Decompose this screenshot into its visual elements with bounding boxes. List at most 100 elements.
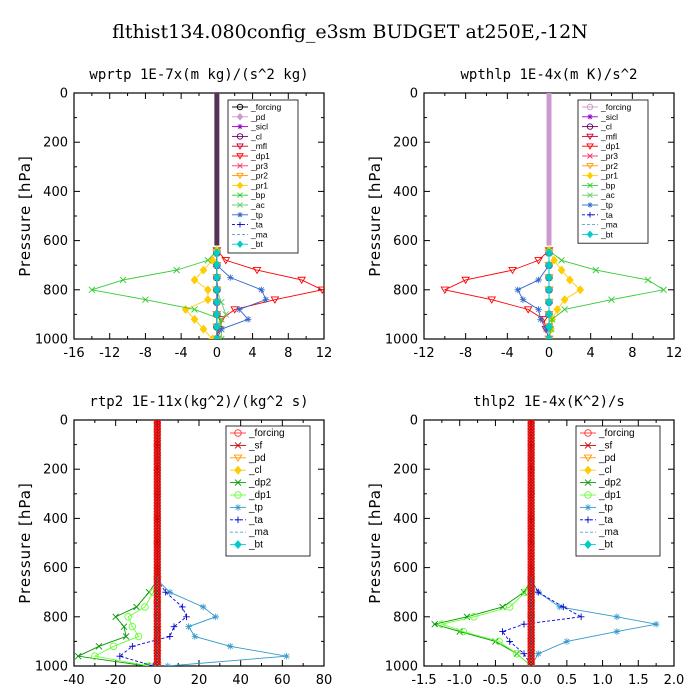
series-line bbox=[501, 579, 583, 666]
data-point bbox=[191, 633, 199, 640]
data-point bbox=[154, 620, 161, 628]
legend-marker bbox=[236, 112, 244, 121]
legend-marker bbox=[586, 103, 594, 111]
legend-entry: _pd bbox=[248, 453, 266, 464]
legend-marker bbox=[236, 240, 244, 249]
legend-entry: _sicl bbox=[600, 112, 618, 122]
legend-entry: _bp bbox=[250, 190, 265, 200]
data-point bbox=[527, 452, 535, 459]
legend-marker bbox=[584, 504, 592, 511]
data-point bbox=[212, 322, 221, 332]
y-tick-label: 600 bbox=[393, 561, 418, 576]
y-tick-label: 800 bbox=[393, 610, 418, 625]
data-point bbox=[191, 306, 198, 313]
x-tick-label: -8 bbox=[139, 346, 152, 361]
x-tick-label: 12 bbox=[666, 346, 683, 361]
data-point bbox=[154, 522, 161, 530]
data-point bbox=[109, 642, 118, 651]
data-point bbox=[527, 638, 535, 645]
data-point bbox=[154, 478, 161, 486]
data-point bbox=[527, 458, 535, 465]
data-point bbox=[537, 316, 544, 323]
data-point bbox=[183, 613, 190, 621]
data-point bbox=[527, 623, 535, 630]
legend-entry: _ma bbox=[250, 229, 268, 239]
legend-marker bbox=[237, 202, 243, 208]
data-point bbox=[154, 543, 161, 551]
legend-entry: _cl bbox=[248, 465, 262, 476]
data-point bbox=[166, 633, 174, 640]
data-point bbox=[154, 434, 161, 442]
data-point bbox=[154, 446, 161, 453]
data-point bbox=[154, 440, 161, 447]
y-tick-label: 800 bbox=[43, 283, 68, 298]
data-point bbox=[527, 534, 535, 542]
data-point bbox=[527, 537, 535, 545]
data-point bbox=[190, 314, 199, 324]
data-point bbox=[162, 588, 169, 596]
legend-entry: _mfl bbox=[250, 141, 267, 151]
y-tick-label: 600 bbox=[43, 561, 68, 576]
legend-marker bbox=[584, 429, 592, 437]
y-tick-label: 1000 bbox=[35, 660, 68, 675]
series-group bbox=[88, 93, 324, 339]
x-tick-label: 1.5 bbox=[628, 673, 649, 688]
data-point bbox=[557, 265, 566, 275]
data-point bbox=[534, 257, 543, 265]
legend-marker bbox=[586, 163, 594, 170]
series-group bbox=[431, 420, 660, 666]
data-point bbox=[527, 564, 535, 571]
legend-entry: _ta bbox=[598, 515, 613, 526]
data-point bbox=[154, 581, 161, 589]
data-point bbox=[154, 511, 161, 518]
series-dp1 bbox=[91, 576, 162, 666]
data-point bbox=[154, 552, 161, 560]
data-point bbox=[495, 637, 503, 646]
zero-profile-stack bbox=[546, 93, 552, 246]
data-point bbox=[154, 608, 161, 616]
legend-marker bbox=[587, 212, 593, 218]
data-point bbox=[185, 623, 192, 630]
x-tick-label: -20 bbox=[105, 673, 126, 688]
data-point bbox=[652, 620, 660, 628]
y-tick-label: 0 bbox=[410, 87, 418, 102]
data-point bbox=[154, 602, 161, 610]
data-point bbox=[545, 322, 553, 332]
legend-entry: _cl bbox=[600, 122, 612, 132]
data-point bbox=[199, 265, 208, 275]
legend: _forcing_sf _pd_cl _dp2_dp1_tp _ta_ma _bt bbox=[225, 425, 311, 557]
data-point bbox=[527, 520, 535, 527]
data-point bbox=[226, 643, 234, 650]
data-point bbox=[283, 652, 290, 660]
x-tick-label: 1.0 bbox=[592, 673, 613, 688]
data-point bbox=[499, 603, 506, 611]
data-point bbox=[527, 525, 535, 533]
data-point bbox=[527, 508, 535, 515]
data-point bbox=[545, 285, 553, 295]
data-point bbox=[519, 296, 527, 303]
data-point bbox=[592, 266, 600, 274]
x-tick-label: -12 bbox=[99, 346, 120, 361]
data-point bbox=[154, 632, 161, 639]
data-point bbox=[565, 275, 574, 285]
x-tick-label: 0.0 bbox=[521, 673, 542, 688]
x-tick-label: 40 bbox=[232, 673, 249, 688]
legend-entry: _forcing bbox=[250, 102, 282, 112]
data-point bbox=[154, 452, 161, 459]
data-point bbox=[154, 487, 161, 495]
legend-marker bbox=[583, 454, 593, 462]
legend-entry: _pr1 bbox=[250, 180, 268, 190]
data-point bbox=[154, 420, 161, 424]
data-point bbox=[166, 588, 174, 596]
series-line bbox=[530, 579, 657, 666]
data-point bbox=[179, 603, 186, 611]
data-point bbox=[154, 420, 161, 427]
legend-entry: _dp1 bbox=[248, 490, 272, 501]
data-point bbox=[527, 455, 535, 462]
legend-entry: _dp2 bbox=[248, 478, 272, 489]
data-point bbox=[154, 525, 161, 533]
legend-marker bbox=[587, 202, 593, 208]
legend-marker bbox=[586, 143, 594, 150]
legend-marker bbox=[234, 491, 242, 499]
data-point bbox=[527, 567, 535, 574]
